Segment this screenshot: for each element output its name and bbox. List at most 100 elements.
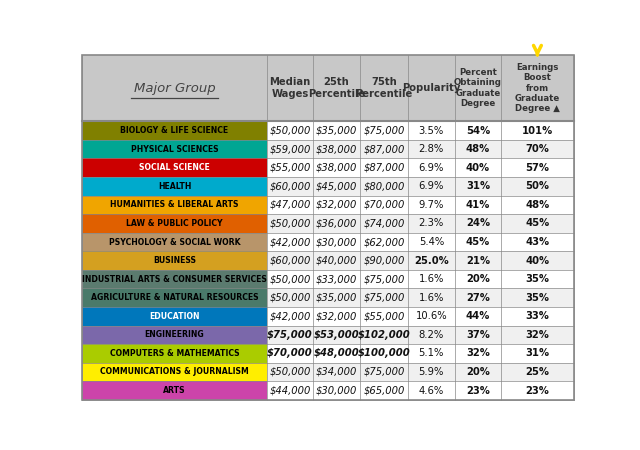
Bar bbox=[83, 270, 267, 288]
Text: 23%: 23% bbox=[525, 386, 549, 396]
Bar bbox=[83, 307, 267, 325]
Text: HEALTH: HEALTH bbox=[158, 182, 191, 191]
Text: 32%: 32% bbox=[525, 330, 549, 340]
Text: $47,000: $47,000 bbox=[269, 200, 310, 210]
Text: 25.0%: 25.0% bbox=[414, 256, 449, 266]
Text: Median
Wages: Median Wages bbox=[269, 77, 310, 99]
Text: 1.6%: 1.6% bbox=[419, 292, 444, 303]
Text: $50,000: $50,000 bbox=[269, 274, 310, 284]
Text: $42,000: $42,000 bbox=[269, 311, 310, 321]
Text: $87,000: $87,000 bbox=[364, 163, 404, 173]
Text: AGRICULTURE & NATURAL RESOURCES: AGRICULTURE & NATURAL RESOURCES bbox=[91, 293, 259, 302]
Text: $50,000: $50,000 bbox=[269, 126, 310, 135]
Bar bbox=[267, 325, 573, 344]
Text: 3.5%: 3.5% bbox=[419, 126, 444, 135]
Text: $90,000: $90,000 bbox=[364, 256, 404, 266]
Text: 20%: 20% bbox=[466, 274, 490, 284]
Text: $65,000: $65,000 bbox=[364, 386, 404, 396]
Text: $30,000: $30,000 bbox=[316, 237, 357, 247]
Bar bbox=[267, 177, 573, 196]
Text: 35%: 35% bbox=[525, 274, 549, 284]
Bar bbox=[83, 177, 267, 196]
Text: $87,000: $87,000 bbox=[364, 144, 404, 154]
Text: 27%: 27% bbox=[466, 292, 490, 303]
Text: $33,000: $33,000 bbox=[316, 274, 357, 284]
Text: 10.6%: 10.6% bbox=[415, 311, 447, 321]
Text: 40%: 40% bbox=[525, 256, 550, 266]
Text: 23%: 23% bbox=[466, 386, 490, 396]
Text: $44,000: $44,000 bbox=[269, 386, 310, 396]
Text: $38,000: $38,000 bbox=[316, 163, 357, 173]
Bar bbox=[267, 270, 573, 288]
Text: $75,000: $75,000 bbox=[364, 126, 404, 135]
Bar bbox=[267, 251, 573, 270]
Text: 101%: 101% bbox=[522, 126, 553, 135]
Bar bbox=[83, 55, 573, 122]
Text: $34,000: $34,000 bbox=[316, 367, 357, 377]
Text: 32%: 32% bbox=[466, 348, 490, 358]
Text: 24%: 24% bbox=[466, 218, 490, 229]
Text: COMMUNICATIONS & JOURNALISM: COMMUNICATIONS & JOURNALISM bbox=[100, 368, 249, 377]
Text: BUSINESS: BUSINESS bbox=[153, 256, 196, 265]
Text: $55,000: $55,000 bbox=[364, 311, 404, 321]
Text: $32,000: $32,000 bbox=[316, 200, 357, 210]
Text: 8.2%: 8.2% bbox=[419, 330, 444, 340]
Text: $100,000: $100,000 bbox=[358, 348, 410, 358]
Text: 45%: 45% bbox=[466, 237, 490, 247]
Text: $50,000: $50,000 bbox=[269, 218, 310, 229]
Text: 70%: 70% bbox=[525, 144, 549, 154]
Text: 57%: 57% bbox=[525, 163, 549, 173]
Text: $32,000: $32,000 bbox=[316, 311, 357, 321]
Text: $36,000: $36,000 bbox=[316, 218, 357, 229]
Text: 54%: 54% bbox=[466, 126, 490, 135]
Text: 1.6%: 1.6% bbox=[419, 274, 444, 284]
Bar bbox=[83, 325, 267, 344]
Text: COMPUTERS & MATHEMATICS: COMPUTERS & MATHEMATICS bbox=[109, 349, 239, 358]
Bar bbox=[267, 214, 573, 233]
Text: 20%: 20% bbox=[466, 367, 490, 377]
Text: $53,000: $53,000 bbox=[314, 330, 360, 340]
Text: 40%: 40% bbox=[466, 163, 490, 173]
Text: 5.9%: 5.9% bbox=[419, 367, 444, 377]
Bar bbox=[267, 344, 573, 363]
Text: 37%: 37% bbox=[466, 330, 490, 340]
Text: $40,000: $40,000 bbox=[316, 256, 357, 266]
Text: $74,000: $74,000 bbox=[364, 218, 404, 229]
Text: $62,000: $62,000 bbox=[364, 237, 404, 247]
Text: 48%: 48% bbox=[525, 200, 550, 210]
Text: SOCIAL SCIENCE: SOCIAL SCIENCE bbox=[139, 163, 210, 172]
Text: Percent
Obtaining
Graduate
Degree: Percent Obtaining Graduate Degree bbox=[454, 68, 502, 108]
Text: 75th
Percentile: 75th Percentile bbox=[355, 77, 413, 99]
Text: $50,000: $50,000 bbox=[269, 367, 310, 377]
Text: 4.6%: 4.6% bbox=[419, 386, 444, 396]
Bar bbox=[267, 196, 573, 214]
Text: $75,000: $75,000 bbox=[364, 292, 404, 303]
Text: $38,000: $38,000 bbox=[316, 144, 357, 154]
Text: 48%: 48% bbox=[466, 144, 490, 154]
Text: $70,000: $70,000 bbox=[364, 200, 404, 210]
Text: $35,000: $35,000 bbox=[316, 126, 357, 135]
Text: 25%: 25% bbox=[525, 367, 549, 377]
Bar bbox=[83, 122, 267, 140]
Text: $75,000: $75,000 bbox=[267, 330, 313, 340]
Text: $59,000: $59,000 bbox=[269, 144, 310, 154]
Text: ENGINEERING: ENGINEERING bbox=[145, 330, 204, 339]
Text: Major Group: Major Group bbox=[134, 81, 216, 94]
Text: $60,000: $60,000 bbox=[269, 181, 310, 191]
Bar bbox=[267, 233, 573, 251]
Text: ARTS: ARTS bbox=[163, 386, 186, 395]
Text: $42,000: $42,000 bbox=[269, 237, 310, 247]
Text: EDUCATION: EDUCATION bbox=[149, 312, 200, 321]
Text: LAW & PUBLIC POLICY: LAW & PUBLIC POLICY bbox=[126, 219, 223, 228]
Text: $45,000: $45,000 bbox=[316, 181, 357, 191]
Text: $35,000: $35,000 bbox=[316, 292, 357, 303]
Text: 9.7%: 9.7% bbox=[419, 200, 444, 210]
Bar bbox=[267, 381, 573, 400]
Text: 6.9%: 6.9% bbox=[419, 181, 444, 191]
Text: $60,000: $60,000 bbox=[269, 256, 310, 266]
Text: BIOLOGY & LIFE SCIENCE: BIOLOGY & LIFE SCIENCE bbox=[120, 126, 228, 135]
Text: INDUSTRIAL ARTS & CONSUMER SERVICES: INDUSTRIAL ARTS & CONSUMER SERVICES bbox=[82, 274, 267, 284]
Text: 50%: 50% bbox=[525, 181, 549, 191]
Text: 5.4%: 5.4% bbox=[419, 237, 444, 247]
Text: $30,000: $30,000 bbox=[316, 386, 357, 396]
